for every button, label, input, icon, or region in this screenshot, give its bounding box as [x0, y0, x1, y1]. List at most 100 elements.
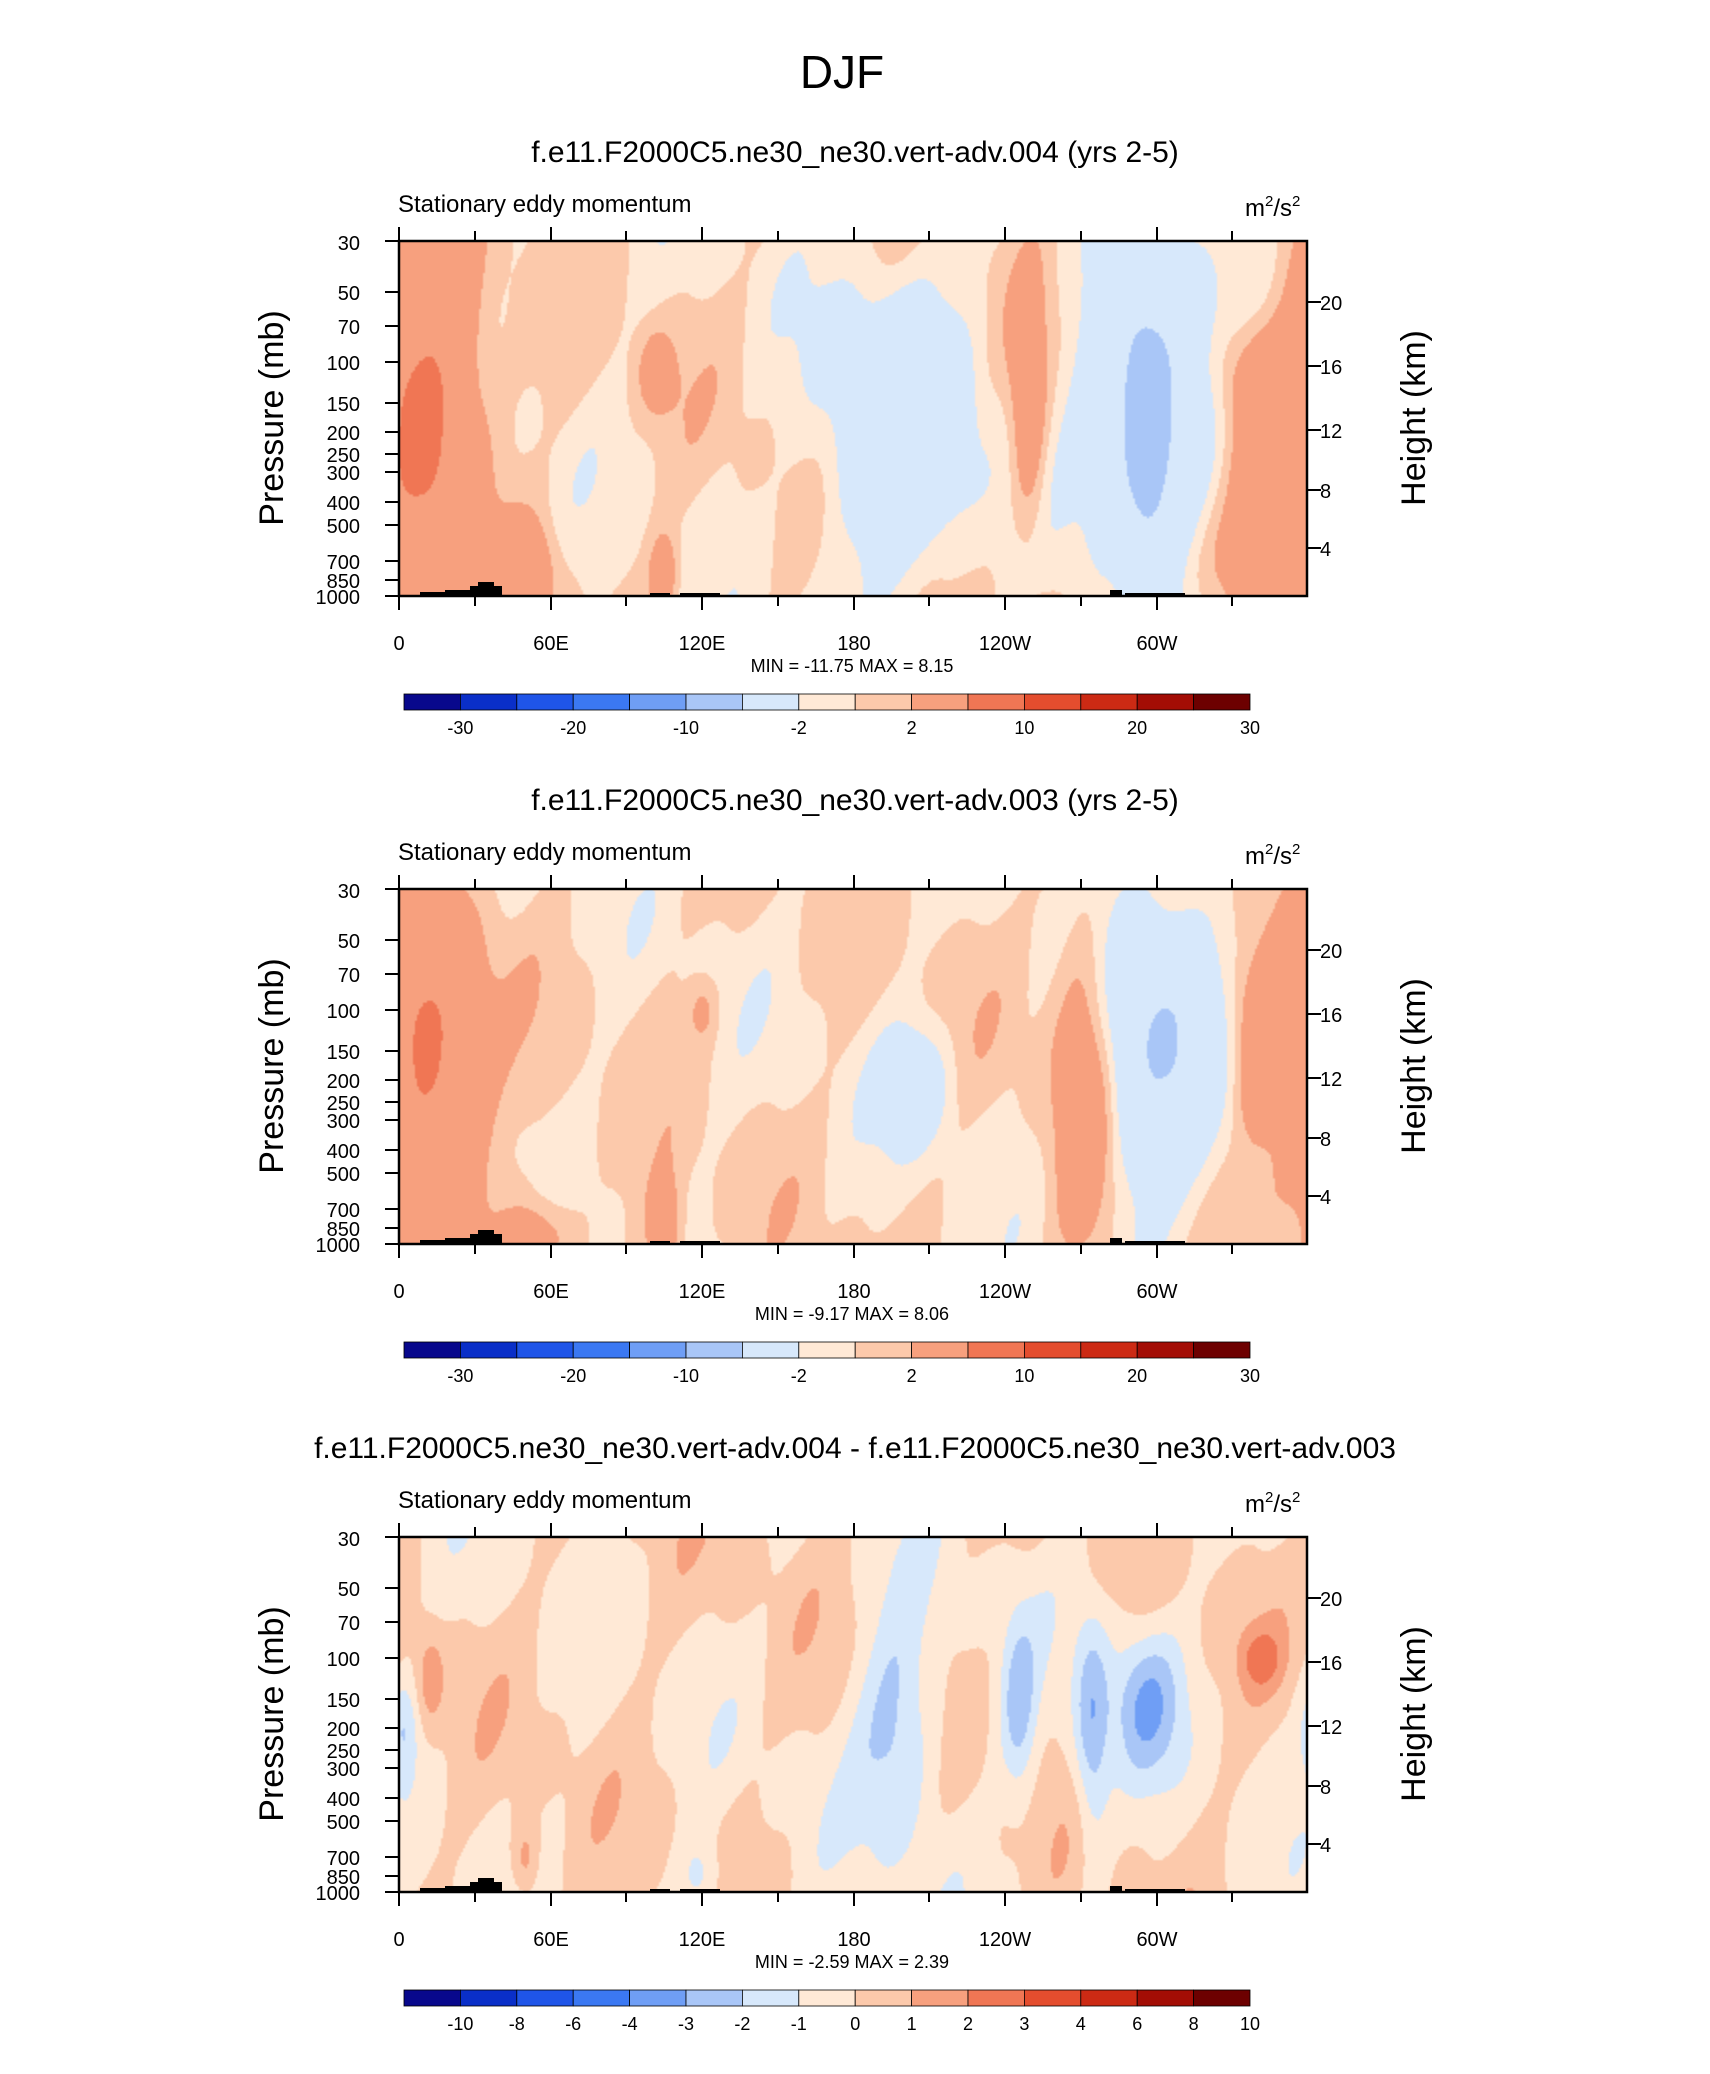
panel-2-ytick: 100 [327, 1001, 360, 1023]
colorbar-swatch [403, 1341, 461, 1359]
colorbar-swatch [911, 1989, 969, 2007]
panel-3-xtick: 120W [979, 1929, 1031, 1951]
panel-1-ytick: 500 [327, 516, 360, 538]
panel-2-ytick: 1000 [316, 1235, 361, 1257]
panel-1-xtick: 0 [393, 633, 404, 655]
panel-3-ytick: 1000 [316, 1883, 361, 1905]
colorbar-swatch [1024, 1989, 1082, 2007]
panel-2-ytick: 200 [327, 1071, 360, 1093]
panel-1-ytick: 200 [327, 423, 360, 445]
panel-2-xtick: 120E [679, 1281, 726, 1303]
panel-1-height-tick: 12 [1320, 421, 1342, 443]
panel-3-ytick: 200 [327, 1719, 360, 1741]
panel-1-height-tick: 16 [1320, 357, 1342, 379]
colorbar-label: -30 [447, 1366, 473, 1386]
panel-1-xtick: 60W [1136, 633, 1177, 655]
panel-2-height-tick: 20 [1320, 941, 1342, 963]
colorbar-swatch [911, 1341, 969, 1359]
panel-3-ytick: 30 [338, 1529, 360, 1551]
panel-3-xtick: 180 [837, 1929, 870, 1951]
panel-2-height-tick: 12 [1320, 1069, 1342, 1091]
panel-2-ylabel: Pressure (mb) [253, 958, 291, 1173]
colorbar-swatch [798, 693, 856, 711]
panel-1-xtick: 120E [679, 633, 726, 655]
colorbar-label: -30 [447, 718, 473, 738]
panel-1-x-axis: 0 60E 120E 180 120W 60W [393, 633, 1177, 655]
panel-1-xtick: 180 [837, 633, 870, 655]
panel-1-ylabel: Pressure (mb) [253, 310, 291, 525]
colorbar-label: 2 [907, 1366, 917, 1386]
colorbar-swatch [1080, 1989, 1138, 2007]
panel-2-ytick: 250 [327, 1093, 360, 1115]
colorbar-label: 10 [1014, 718, 1034, 738]
panel-2-ytick: 300 [327, 1111, 360, 1133]
figure-title: DJF [800, 46, 884, 98]
colorbar-label: -10 [673, 718, 699, 738]
panel-1-ytick: 50 [338, 283, 360, 305]
colorbar-label: 6 [1132, 2014, 1142, 2034]
colorbar-swatch [1136, 693, 1194, 711]
panel-1-ytick: 700 [327, 552, 360, 574]
panel-2: f.e11.F2000C5.ne30_ne30.vert-adv.003 (yr… [253, 784, 1433, 1386]
panel-1-height-tick: 20 [1320, 293, 1342, 315]
colorbar-label: -20 [560, 1366, 586, 1386]
colorbar-swatch [1136, 1989, 1194, 2007]
panel-3-tick-marks [385, 1523, 1321, 1906]
panel-3-height-tick: 4 [1320, 1835, 1331, 1857]
panel-3-left-label: Stationary eddy momentum [398, 1487, 691, 1514]
panel-3-ytick: 250 [327, 1741, 360, 1763]
colorbar-label: 8 [1189, 2014, 1199, 2034]
panel-2-title: f.e11.F2000C5.ne30_ne30.vert-adv.003 (yr… [531, 784, 1179, 817]
panel-1-ylabel-right: Height (km) [1395, 330, 1433, 506]
panel-2-xtick: 60E [533, 1281, 569, 1303]
colorbar-label: 3 [1019, 2014, 1029, 2034]
panel-2-height-tick: 16 [1320, 1005, 1342, 1027]
panel-2-x-axis: 0 60E 120E 180 120W 60W [393, 1281, 1177, 1303]
colorbar-swatch [572, 693, 631, 711]
colorbar-label: 20 [1127, 1366, 1147, 1386]
panel-1-units: m2/s2 [1245, 193, 1300, 222]
panel-1-field [399, 241, 1307, 596]
colorbar-label: -10 [447, 2014, 473, 2034]
colorbar-swatch [1024, 1341, 1082, 1359]
colorbar-swatch [967, 693, 1025, 711]
panel-1-topography [420, 582, 1185, 596]
colorbar-swatch [967, 1341, 1025, 1359]
panel-2-height-tick: 8 [1320, 1129, 1331, 1151]
panel-3-height-tick: 20 [1320, 1589, 1342, 1611]
panel-3-ytick: 850 [327, 1867, 360, 1889]
colorbar-label: -2 [734, 2014, 750, 2034]
colorbar-swatch [403, 693, 461, 711]
colorbar-swatch [1193, 693, 1251, 711]
colorbar-label: 2 [907, 718, 917, 738]
panel-2-ytick: 150 [327, 1042, 360, 1064]
panel-2-y-axis-right: 20 16 12 8 4 Height (km) [1320, 941, 1433, 1209]
panel-1-minmax: MIN = -11.75 MAX = 8.15 [751, 656, 954, 676]
panel-3-ylabel: Pressure (mb) [253, 1606, 291, 1821]
panel-3-ytick: 300 [327, 1759, 360, 1781]
panel-2-tick-marks [385, 875, 1321, 1258]
panel-1-ytick: 400 [327, 493, 360, 515]
panel-2-ytick: 30 [338, 881, 360, 903]
panel-1-colorbar: -30 -20 -10 -2 2 10 20 30 [403, 693, 1260, 738]
panel-2-minmax: MIN = -9.17 MAX = 8.06 [755, 1304, 949, 1324]
colorbar-label: -1 [791, 2014, 807, 2034]
panel-1-ytick: 150 [327, 394, 360, 416]
colorbar-label: 0 [850, 2014, 860, 2034]
panel-1-ytick: 850 [327, 571, 360, 593]
panel-2-ytick: 700 [327, 1200, 360, 1222]
panel-1-ytick: 300 [327, 463, 360, 485]
panel-2-y-axis-left: 30 50 70 100 150 200 250 300 400 500 700… [253, 881, 360, 1257]
colorbar-swatch [742, 693, 800, 711]
colorbar-swatch [1193, 1341, 1251, 1359]
colorbar-swatch [967, 1989, 1025, 2007]
colorbar-label: 10 [1240, 2014, 1260, 2034]
colorbar-label: 20 [1127, 718, 1147, 738]
panel-3-colorbar: -10 -8 -6 -4 -3 -2 -1 0 1 2 3 4 6 8 10 [403, 1989, 1260, 2034]
colorbar-swatch [798, 1989, 856, 2007]
colorbar-swatch [516, 1341, 574, 1359]
colorbar-label: -8 [509, 2014, 525, 2034]
colorbar-label: 2 [963, 2014, 973, 2034]
colorbar-label: -2 [791, 1366, 807, 1386]
